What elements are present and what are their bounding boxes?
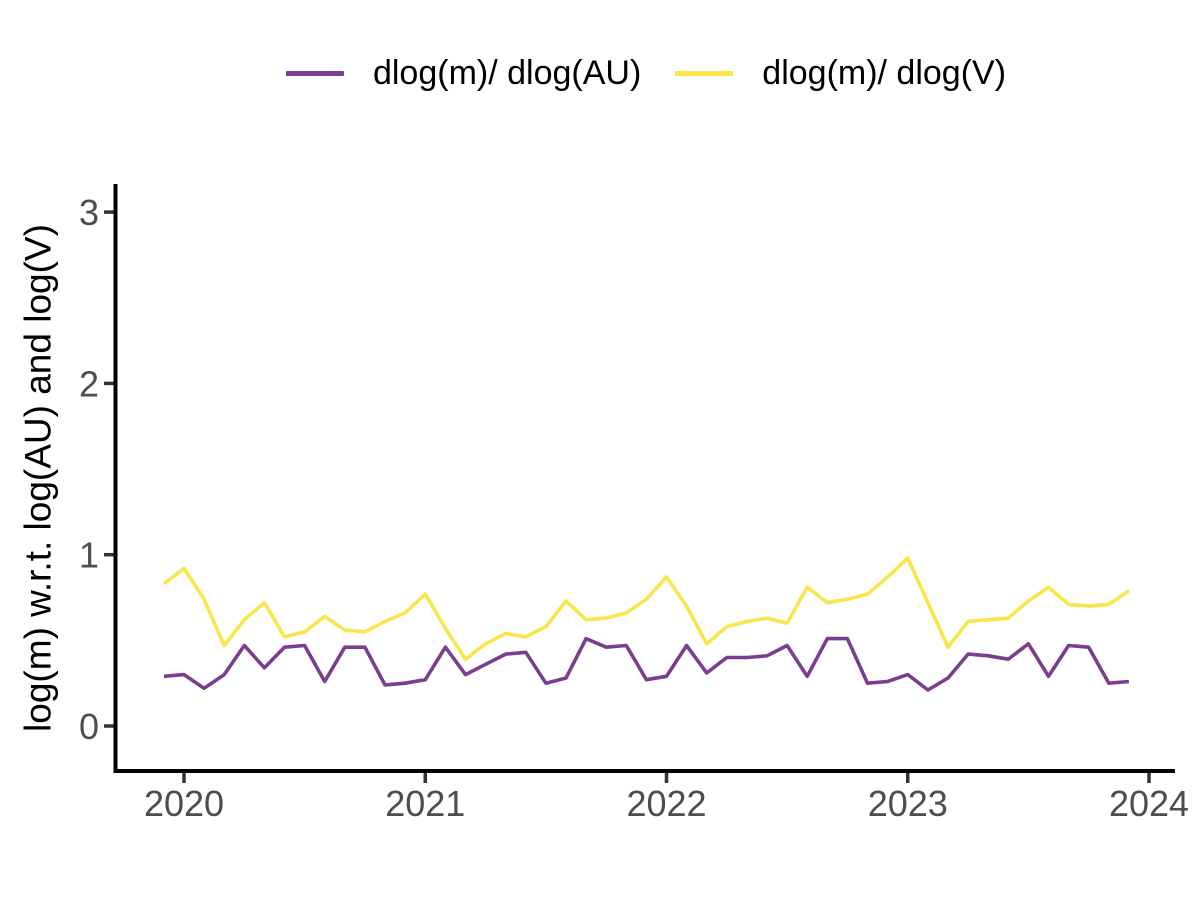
y-tick-label: 1	[79, 535, 99, 576]
x-tick-label: 2021	[385, 783, 465, 824]
x-tick-label: 2020	[144, 783, 224, 824]
y-tick-label: 0	[79, 706, 99, 747]
y-axis-title: log(m) w.r.t. log(AU) and log(V)	[17, 224, 59, 732]
legend-label-au: dlog(m)/ dlog(AU)	[372, 54, 642, 92]
y-tick-label: 3	[79, 192, 99, 233]
x-tick-label: 2024	[1109, 783, 1189, 824]
legend-key-line-v	[675, 70, 734, 76]
legend: dlog(m)/ dlog(AU) dlog(m)/ dlog(V)	[92, 56, 1200, 90]
legend-item-dlog-au: dlog(m)/ dlog(AU)	[285, 54, 642, 92]
x-tick-label: 2022	[626, 783, 706, 824]
legend-item-dlog-v: dlog(m)/ dlog(V)	[675, 56, 1006, 90]
legend-label-v: dlog(m)/ dlog(V)	[762, 54, 1007, 92]
y-tick-label: 2	[79, 363, 99, 404]
legend-key-line-au	[285, 70, 344, 76]
series-line-dlog-au	[163, 636, 1130, 692]
x-tick-label: 2023	[868, 783, 948, 824]
series-line-dlog-v	[162, 556, 1130, 662]
